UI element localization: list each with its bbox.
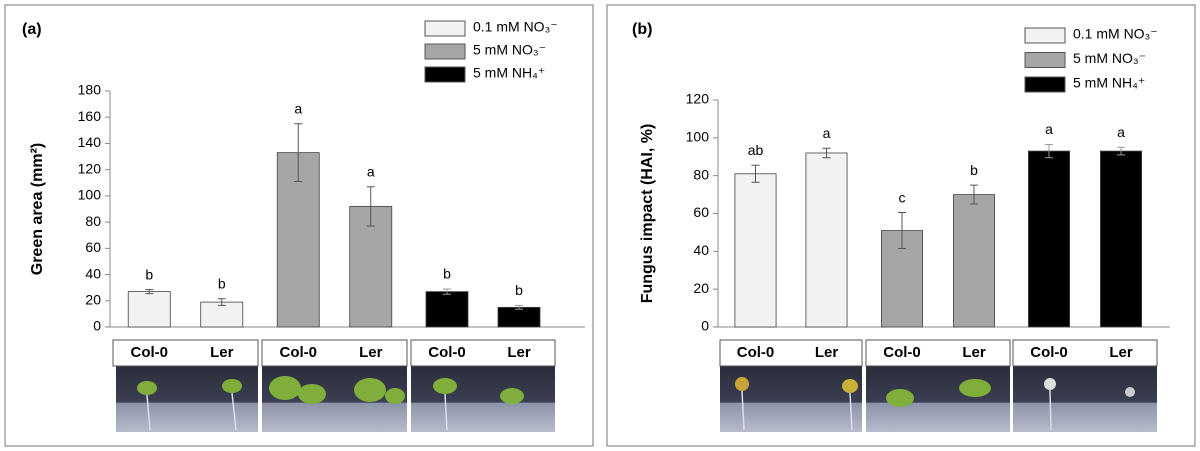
error-bar [898,212,906,249]
legend-swatch [1024,27,1066,44]
bar [425,291,469,328]
x-tick-label: Col-0 [1030,344,1068,361]
x-tick-label: Ler [359,344,383,361]
significance-letter: a [1045,121,1053,137]
legend-label: 5 mM NH₄⁺ [1073,75,1145,91]
legend-label: 0.1 mM NO₃⁻ [473,19,558,35]
x-tick-label: Ler [507,344,531,361]
significance-letter: b [970,162,978,178]
error-bar [1117,146,1125,156]
legend-swatch [424,66,466,83]
significance-letter: a [294,100,302,116]
category-box [719,339,863,367]
bar [1028,150,1070,328]
seedlings [137,376,1135,407]
bar [127,291,171,328]
bar [734,173,777,328]
roots [146,389,1052,431]
x-tick-label: Col-0 [883,344,921,361]
y-tick-label: 140 [78,134,102,150]
y-tick-label: 180 [78,82,102,98]
legend-label: 5 mM NO₃⁻ [1073,50,1146,66]
bar [805,152,848,328]
error-bar [515,304,523,310]
legend-label: 0.1 mM NO₃⁻ [1073,26,1158,42]
y-tick-label: 100 [686,129,710,145]
legend-swatch [1024,76,1066,93]
x-tick-label: Col-0 [737,344,775,361]
y-tick-label: 60 [693,204,709,220]
significance-letter: a [823,125,831,141]
significance-letter: b [218,276,226,292]
bar [200,301,244,328]
panel-label: (b) [632,21,652,38]
significance-letter: c [899,189,906,205]
x-tick-label: Ler [210,344,234,361]
x-tick-label: Ler [1109,344,1133,361]
error-bar [970,184,978,205]
significance-letter: ab [748,142,764,158]
legend-label: 5 mM NO₃⁻ [473,42,546,58]
category-box [112,339,259,367]
legend-label: 5 mM NH₄⁺ [473,65,545,81]
bar [497,306,541,328]
y-tick-label: 80 [693,166,709,182]
panel-frame [606,4,1196,447]
category-box [865,339,1011,367]
bar [1100,150,1142,328]
y-tick-label: 100 [78,187,102,203]
y-tick-label: 160 [78,108,102,124]
significance-letter: b [145,266,153,282]
y-tick-label: 20 [85,291,101,307]
significance-letter: b [443,266,451,282]
y-tick-label: 60 [85,239,101,255]
error-bar [294,123,303,182]
significance-letter: a [367,163,375,179]
x-tick-label: Col-0 [428,344,466,361]
panel-frame [4,4,594,447]
x-tick-label: Col-0 [280,344,318,361]
x-tick-label: Ler [962,344,986,361]
photo [1013,366,1157,432]
legend-swatch [424,43,466,60]
legend-swatch [1024,52,1066,68]
photo [411,366,555,432]
bar [953,194,995,328]
y-axis-title: Green area (mm²) [29,143,46,276]
x-tick-label: Ler [815,344,839,361]
y-tick-label: 0 [701,318,709,334]
photos [116,366,1157,432]
panel-label: (a) [22,21,42,38]
error-bar [822,147,831,159]
error-bar [366,186,375,227]
error-bar [443,288,451,295]
y-tick-label: 20 [693,280,709,296]
error-bar [751,164,760,183]
error-bar [1045,143,1053,159]
significance-letter: a [1117,124,1125,140]
y-axis-title: Fungus impact (HAI, %) [639,124,656,304]
y-tick-label: 40 [85,265,101,281]
category-box [410,339,556,367]
legend-swatch [424,20,466,37]
y-tick-label: 120 [686,91,710,107]
y-tick-label: 80 [85,213,101,229]
y-tick-label: 0 [93,318,101,334]
y-tick-label: 40 [693,242,709,258]
category-box [261,339,408,367]
y-tick-label: 120 [78,160,102,176]
error-bar [145,289,154,295]
photo [720,366,862,432]
significance-letter: b [515,282,523,298]
category-box [1012,339,1158,367]
x-tick-label: Col-0 [131,344,169,361]
error-bar [217,298,226,306]
photo [116,366,258,432]
